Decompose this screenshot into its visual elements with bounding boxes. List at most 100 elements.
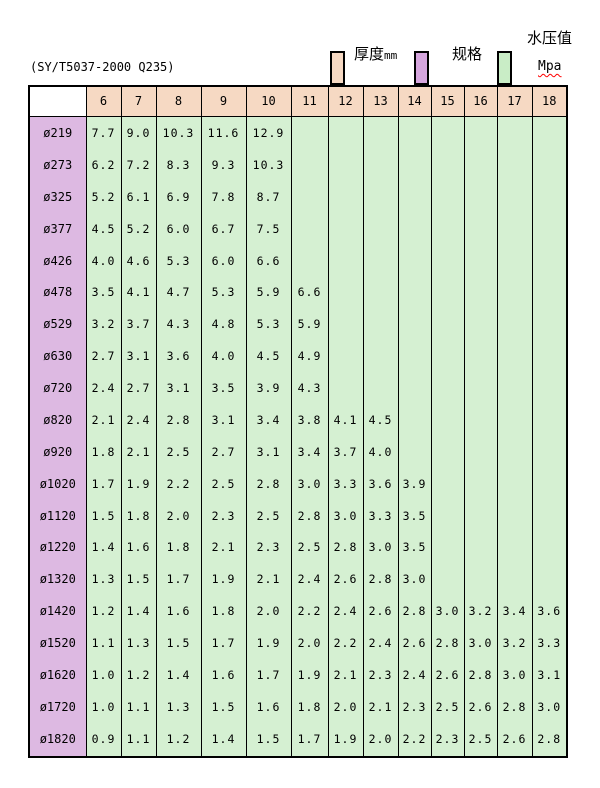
value-cell: 2.1 [245,563,292,596]
thickness-header-cell: 12 [327,86,364,117]
value-cell: 4.0 [362,435,399,468]
value-cell [463,340,498,373]
thickness-header-cell: 15 [430,86,465,117]
value-cell: 1.9 [327,722,364,757]
value-cell: 2.2 [397,722,432,757]
value-cell [290,212,329,245]
value-cell: 1.2 [85,595,122,628]
value-cell: 7.7 [85,116,122,150]
value-cell: 3.1 [245,435,292,468]
value-cell: 2.4 [327,595,364,628]
table-row: ø219 7.7 9.0 10.3 11.6 12.9 [28,116,568,150]
value-cell [531,467,568,500]
value-cell: 3.1 [155,372,202,405]
value-cell [496,467,533,500]
value-cell [531,244,568,277]
thickness-header-cell: 7 [120,86,157,117]
value-cell: 1.6 [200,659,247,691]
value-cell [496,308,533,341]
value-cell [531,276,568,309]
value-cell: 2.4 [290,563,329,596]
spec-cell: ø273 [28,149,87,181]
value-cell: 2.6 [362,595,399,628]
value-cell: 3.5 [200,372,247,405]
value-cell [463,499,498,532]
value-cell: 6.0 [200,244,247,277]
spec-cell: ø1020 [28,467,87,500]
table-body: ø219 7.7 9.0 10.3 11.6 12.9 ø273 6.2 7.2 8.3 9.3 10… [28,116,568,757]
value-cell [496,531,533,564]
value-cell [362,276,399,309]
value-cell: 3.2 [85,308,122,341]
spec-cell: ø820 [28,404,87,436]
value-cell: 3.0 [397,563,432,596]
value-cell [397,435,432,468]
value-cell: 11.6 [200,116,247,150]
value-cell: 6.6 [245,244,292,277]
value-cell: 3.9 [245,372,292,405]
spec-cell: ø1320 [28,563,87,596]
spec-cell: ø1220 [28,531,87,564]
value-cell: 2.0 [362,722,399,757]
value-cell [463,308,498,341]
value-cell: 1.1 [120,690,157,723]
value-cell [362,116,399,150]
value-cell [531,308,568,341]
value-cell: 2.6 [430,659,465,691]
value-cell: 2.8 [463,659,498,691]
value-cell: 3.4 [290,435,329,468]
pressure-legend-label: 水压值 [527,29,573,47]
value-cell: 6.0 [155,212,202,245]
value-cell [397,149,432,181]
value-cell [397,116,432,150]
thickness-header-cell: 8 [155,86,202,117]
value-cell: 2.3 [430,722,465,757]
pressure-color-swatch [497,51,512,85]
value-cell: 3.2 [496,627,533,660]
value-cell: 6.6 [290,276,329,309]
value-cell [327,308,364,341]
table-row: ø325 5.2 6.1 6.9 7.8 8.7 [28,180,568,213]
value-cell [531,212,568,245]
value-cell [496,149,533,181]
value-cell: 2.5 [155,435,202,468]
value-cell: 1.9 [290,659,329,691]
value-cell: 1.3 [155,690,202,723]
value-cell: 2.8 [531,722,568,757]
value-cell: 10.3 [245,149,292,181]
value-cell [496,276,533,309]
spec-color-swatch [414,51,429,85]
value-cell [397,276,432,309]
spec-cell: ø720 [28,372,87,405]
value-cell: 4.6 [120,244,157,277]
value-cell: 2.0 [155,499,202,532]
value-cell [397,180,432,213]
value-cell [327,116,364,150]
value-cell: 7.8 [200,180,247,213]
table-row: ø1820 0.9 1.1 1.2 1.4 1.5 1.7 1.9 2.0 2.2 2.3 2.5 2.… [28,722,568,757]
value-cell: 1.3 [120,627,157,660]
value-cell: 3.4 [496,595,533,628]
value-cell: 3.1 [200,404,247,436]
thickness-label-text: 厚度 [354,45,385,63]
spec-cell: ø920 [28,435,87,468]
value-cell: 2.7 [85,340,122,373]
value-cell: 3.6 [155,340,202,373]
value-cell [290,116,329,150]
value-cell [463,276,498,309]
value-cell [531,340,568,373]
value-cell [463,372,498,405]
value-cell: 3.0 [327,499,364,532]
value-cell: 2.1 [327,659,364,691]
value-cell: 5.2 [85,180,122,213]
value-cell: 4.0 [200,340,247,373]
value-cell: 3.0 [290,467,329,500]
value-cell: 7.2 [120,149,157,181]
pressure-unit-label: Mpa [538,59,562,74]
value-cell: 2.2 [327,627,364,660]
value-cell [463,116,498,150]
value-cell [290,244,329,277]
value-cell [430,180,465,213]
value-cell [531,180,568,213]
value-cell: 1.9 [200,563,247,596]
